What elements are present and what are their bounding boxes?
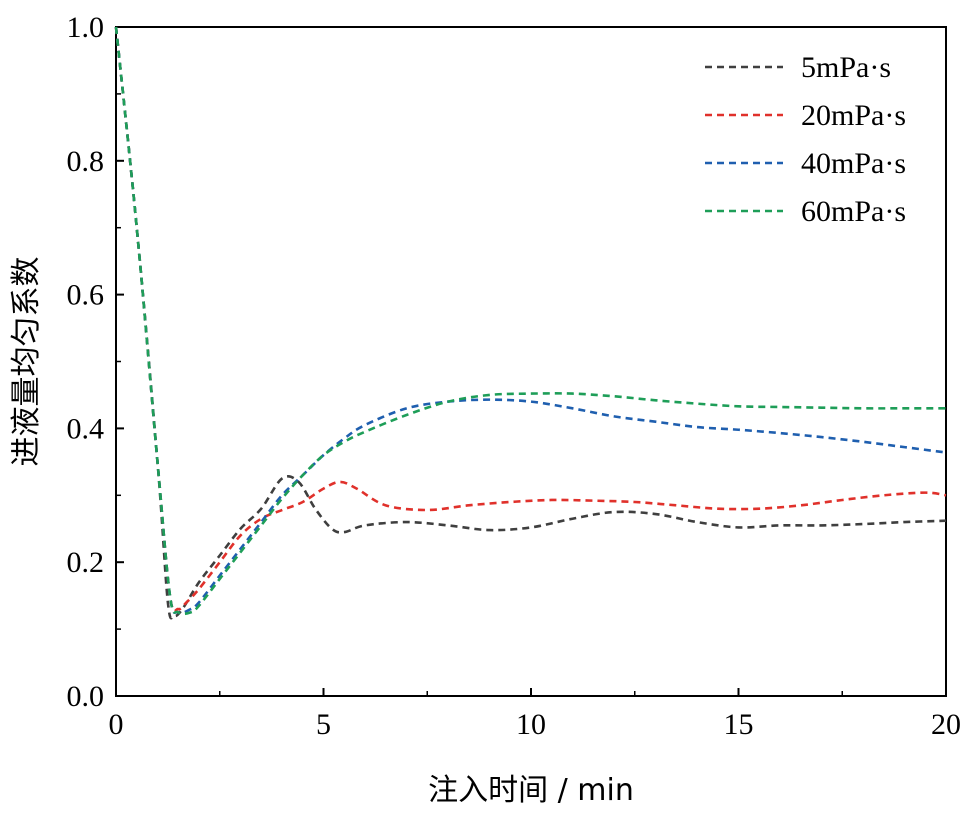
y-tick-label: 0.4 [67, 412, 105, 445]
x-tick-label: 5 [316, 708, 331, 741]
y-tick-label: 0.8 [67, 145, 105, 178]
x-axis-title: 注入时间 / min [428, 773, 634, 808]
y-tick-label: 0.2 [67, 546, 105, 579]
series-layer [114, 26, 947, 620]
x-tick-label: 20 [931, 708, 961, 741]
series-line-3 [114, 26, 947, 615]
legend-label-3: 40mPa·s [801, 147, 906, 180]
y-tick-label: 0.6 [67, 279, 105, 312]
series-line-1 [114, 26, 947, 620]
legend: 5mPa·s 20mPa·s 40mPa·s 60mPa·s [705, 51, 906, 228]
legend-label-2: 20mPa·s [801, 99, 906, 132]
legend-label-4: 60mPa·s [801, 195, 906, 228]
y-tick-label: 0.0 [67, 680, 105, 713]
x-tick-label: 15 [724, 708, 754, 741]
y-axis-title: 进液量均匀系数 [9, 257, 44, 467]
legend-label-1: 5mPa·s [801, 51, 891, 84]
axis-ticks: 0 5 10 15 20 0.0 0.2 0.4 0.6 0.8 1.0 [67, 11, 962, 741]
series-line-4 [114, 26, 946, 616]
x-tick-label: 0 [109, 708, 124, 741]
x-tick-label: 10 [516, 708, 546, 741]
y-tick-label: 1.0 [67, 11, 105, 44]
